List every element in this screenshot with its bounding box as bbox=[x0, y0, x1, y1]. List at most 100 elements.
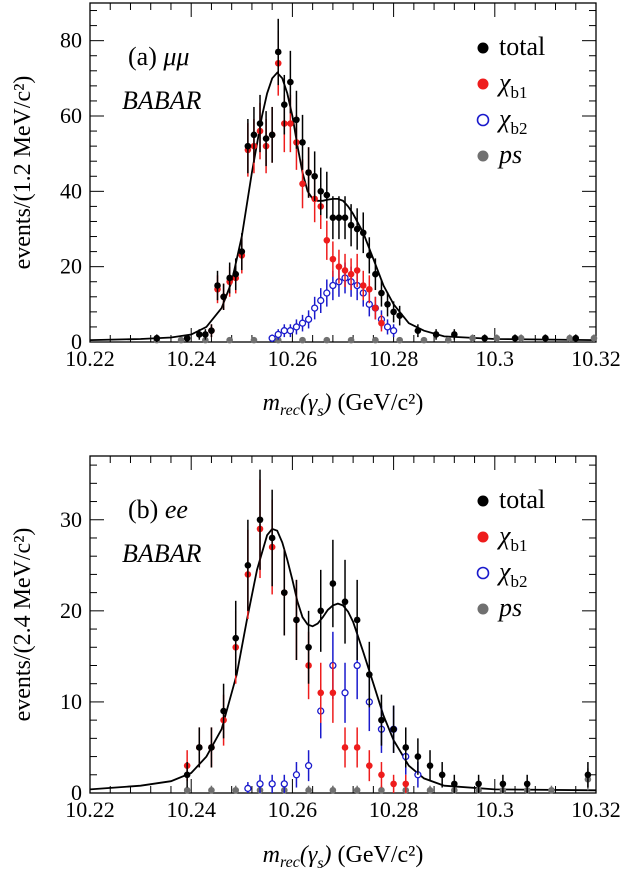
legend-marker bbox=[476, 113, 490, 127]
y-axis-label: events/(1.2 MeV/c²) bbox=[10, 76, 36, 270]
data-point bbox=[311, 304, 319, 312]
data-point bbox=[366, 671, 373, 678]
data-point bbox=[353, 616, 361, 624]
data-point bbox=[451, 331, 458, 338]
panel-b: 10.22 10.24 10.26 10.28 10.3 10.32 0 10 20 30 even… bbox=[10, 455, 621, 872]
data-point bbox=[268, 534, 276, 542]
y-tick-label: 20 bbox=[60, 254, 82, 279]
data-point bbox=[274, 336, 282, 344]
panel-id: (b) bbox=[128, 495, 165, 524]
data-point bbox=[292, 323, 301, 331]
data-point bbox=[347, 221, 355, 229]
legend-marker bbox=[477, 531, 489, 543]
data-point bbox=[317, 689, 325, 697]
data-point bbox=[299, 139, 306, 146]
y-tick-label: 0 bbox=[71, 329, 82, 354]
legend-entry: total bbox=[477, 485, 545, 514]
x-label-unit: (GeV/c²) bbox=[332, 842, 424, 868]
data-point bbox=[444, 336, 452, 344]
legend-entry: χb1 bbox=[477, 521, 527, 555]
legend-label: total bbox=[499, 32, 545, 61]
legend-label: ps bbox=[497, 593, 522, 622]
data-point bbox=[378, 716, 385, 724]
x-label-var: m bbox=[263, 390, 280, 416]
data-point bbox=[366, 252, 373, 259]
data-point bbox=[329, 281, 337, 290]
legend-label-main: χ bbox=[496, 68, 511, 97]
legend-label-sub: b1 bbox=[510, 83, 527, 102]
data-point bbox=[347, 270, 355, 278]
x-label-arg-sub: s bbox=[317, 855, 323, 872]
y-tick-label: 80 bbox=[60, 28, 82, 53]
x-tick-label: 10.22 bbox=[65, 346, 115, 371]
legend-marker bbox=[477, 42, 489, 54]
data-point bbox=[280, 327, 288, 335]
data-point bbox=[268, 334, 276, 342]
data-point bbox=[202, 336, 209, 344]
data-point bbox=[341, 598, 349, 606]
data-point bbox=[390, 725, 397, 733]
x-label-sub: rec bbox=[280, 854, 300, 871]
data-point bbox=[366, 762, 373, 769]
x-axis-label: mrec(γs) (GeV/c²) bbox=[263, 842, 424, 872]
data-point bbox=[347, 336, 355, 344]
data-point bbox=[383, 323, 392, 331]
x-tick-label: 10.24 bbox=[166, 797, 216, 822]
x-label-arg: (γ bbox=[300, 842, 318, 868]
data-point bbox=[256, 780, 264, 788]
x-tick-label: 10.3 bbox=[476, 346, 515, 371]
data-point bbox=[493, 334, 501, 342]
data-point bbox=[341, 214, 349, 221]
series-total bbox=[183, 469, 592, 793]
legend-marker bbox=[476, 566, 490, 580]
x-tick-label: 10.22 bbox=[65, 797, 115, 822]
legend-marker bbox=[477, 495, 489, 507]
data-point bbox=[298, 319, 307, 327]
panel-channel: ee bbox=[165, 495, 188, 524]
x-label-arg: (γ bbox=[300, 390, 318, 416]
y-tick-label: 40 bbox=[60, 178, 82, 203]
data-point bbox=[274, 330, 282, 339]
legend-label-sub: b1 bbox=[510, 536, 527, 555]
data-point bbox=[475, 780, 482, 788]
y-axis-label: events/(2.4 MeV/c²) bbox=[10, 528, 36, 722]
x-tick-label: 10.26 bbox=[268, 797, 318, 822]
data-point bbox=[274, 48, 282, 56]
data-point bbox=[281, 589, 288, 596]
data-point bbox=[268, 780, 276, 788]
legend-label-main: χ bbox=[496, 557, 511, 586]
data-point bbox=[250, 336, 258, 344]
data-point bbox=[341, 267, 349, 274]
data-point bbox=[438, 771, 446, 779]
x-label-sub: rec bbox=[280, 402, 300, 419]
data-point bbox=[323, 191, 331, 199]
x-label-close: ) bbox=[322, 842, 332, 868]
y-tick-label: 0 bbox=[71, 780, 82, 805]
data-point bbox=[353, 661, 361, 670]
data-point bbox=[304, 762, 313, 770]
data-point bbox=[305, 786, 312, 794]
data-point bbox=[329, 580, 337, 587]
data-point bbox=[420, 336, 428, 344]
legend-marker bbox=[477, 603, 489, 615]
data-point bbox=[566, 334, 573, 342]
legend-marker bbox=[477, 78, 489, 90]
data-point bbox=[359, 229, 367, 237]
x-label-close: ) bbox=[322, 390, 332, 416]
data-point bbox=[481, 334, 488, 342]
data-point bbox=[317, 607, 325, 615]
panel-a: 10.22 10.24 10.26 10.28 10.3 10.32 0 20 40 60 80 ev… bbox=[10, 2, 621, 420]
experiment-label: BABAR bbox=[122, 86, 202, 115]
legend-entry: χb2 bbox=[476, 104, 527, 138]
data-point bbox=[335, 263, 343, 270]
data-point bbox=[390, 780, 397, 788]
data-point bbox=[511, 334, 519, 342]
panel-label: (b) ee bbox=[128, 495, 188, 524]
data-point bbox=[195, 331, 203, 338]
data-point bbox=[353, 744, 361, 751]
data-point bbox=[220, 293, 227, 301]
data-point bbox=[372, 304, 379, 312]
legend-label: χb1 bbox=[496, 68, 527, 102]
data-point bbox=[378, 771, 385, 779]
data-point bbox=[256, 516, 264, 524]
